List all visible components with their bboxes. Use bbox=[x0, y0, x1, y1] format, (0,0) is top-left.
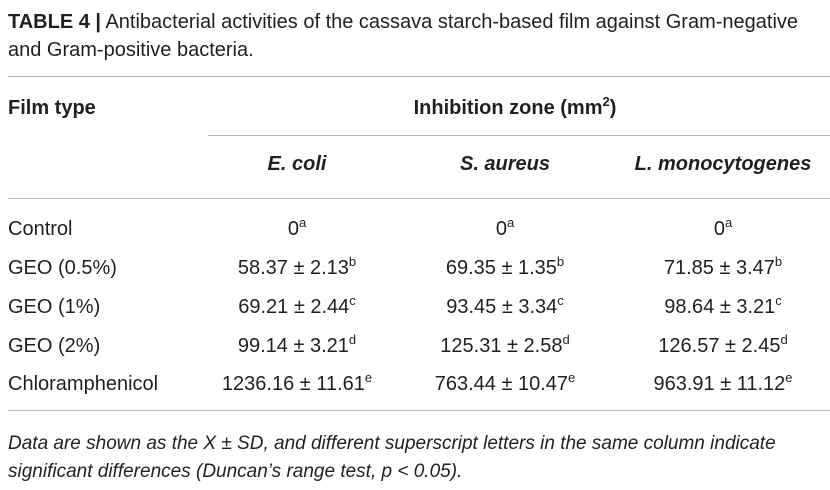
cell: 98.64 ± 3.21c bbox=[664, 293, 782, 319]
cell: 125.31 ± 2.58d bbox=[440, 332, 570, 358]
cell-value: 0 bbox=[495, 218, 507, 240]
cell-value: 69.35 ± 1.35 bbox=[445, 257, 557, 279]
cell-sup: b bbox=[348, 254, 357, 269]
footnote: Data are shown as the X ± SD, and differ… bbox=[8, 433, 776, 482]
cell: 963.91 ± 11.12e bbox=[653, 370, 793, 396]
cell-value: 126.57 ± 2.45 bbox=[658, 335, 781, 357]
cell: 93.45 ± 3.34c bbox=[446, 293, 564, 319]
cell-sup: d bbox=[348, 332, 357, 347]
cell-sup: e bbox=[364, 370, 373, 385]
cell-value: 0 bbox=[713, 218, 725, 240]
cell-value: 71.85 ± 3.47 bbox=[663, 257, 775, 279]
table-label: TABLE 4 | bbox=[8, 11, 102, 33]
row-label: GEO (0.5%) bbox=[8, 257, 117, 279]
cell: 1236.16 ± 11.61e bbox=[221, 370, 373, 396]
cell-sup: e bbox=[568, 370, 576, 385]
cell-value: 1236.16 ± 11.61 bbox=[221, 373, 365, 395]
cell-sup: d bbox=[780, 332, 788, 347]
caption-text: Antibacterial activities of the cassava … bbox=[8, 11, 799, 61]
cell: 0a bbox=[287, 215, 307, 241]
cell-sup: d bbox=[562, 332, 570, 347]
cell-sup: a bbox=[298, 215, 307, 230]
cell-value: 125.31 ± 2.58 bbox=[440, 335, 563, 357]
cell-value: 69.21 ± 2.44 bbox=[238, 296, 350, 318]
cell-sup: c bbox=[775, 293, 782, 308]
header-group-text: Inhibition zone (mm bbox=[413, 97, 603, 119]
cell-sup: a bbox=[724, 215, 733, 230]
cell: 69.35 ± 1.35b bbox=[445, 254, 565, 280]
row-label: Chloramphenicol bbox=[8, 373, 159, 395]
cell: 0a bbox=[713, 215, 733, 241]
header-group-suffix: ) bbox=[609, 97, 617, 119]
cell-value: 98.64 ± 3.21 bbox=[664, 296, 776, 318]
header-group-sup: 2 bbox=[602, 94, 610, 109]
row-label: GEO (1%) bbox=[8, 296, 101, 318]
cell: 71.85 ± 3.47b bbox=[663, 254, 783, 280]
header-first: Film type bbox=[8, 97, 96, 119]
rule bbox=[8, 410, 830, 411]
rule bbox=[8, 76, 830, 77]
cell-value: 0 bbox=[287, 218, 299, 240]
cell: 99.14 ± 3.21d bbox=[237, 332, 357, 358]
header-group: Inhibition zone (mm2) bbox=[413, 94, 617, 120]
cell-value: 763.44 ± 10.47 bbox=[434, 373, 569, 395]
column-header: L. monocytogenes bbox=[634, 153, 812, 175]
rule bbox=[208, 135, 830, 136]
cell-value: 963.91 ± 11.12 bbox=[653, 373, 786, 395]
column-header: S. aureus bbox=[459, 153, 551, 175]
caption: TABLE 4 | Antibacterial activities of th… bbox=[8, 8, 808, 64]
cell-sup: c bbox=[557, 293, 564, 308]
cell-sup: a bbox=[506, 215, 515, 230]
cell-sup: b bbox=[556, 254, 565, 269]
rule bbox=[8, 198, 830, 199]
row-label: Control bbox=[8, 218, 73, 240]
column-header: E. coli bbox=[267, 153, 327, 175]
cell: 126.57 ± 2.45d bbox=[658, 332, 788, 358]
cell: 69.21 ± 2.44c bbox=[238, 293, 356, 319]
cell-sup: c bbox=[349, 293, 356, 308]
cell: 58.37 ± 2.13b bbox=[237, 254, 357, 280]
row-label: GEO (2%) bbox=[8, 335, 101, 357]
cell-value: 58.37 ± 2.13 bbox=[237, 257, 349, 279]
cell-sup: b bbox=[774, 254, 783, 269]
cell-sup: e bbox=[785, 370, 793, 385]
cell-value: 99.14 ± 3.21 bbox=[237, 335, 349, 357]
cell-value: 93.45 ± 3.34 bbox=[446, 296, 558, 318]
cell: 0a bbox=[495, 215, 515, 241]
cell: 763.44 ± 10.47e bbox=[434, 370, 576, 396]
